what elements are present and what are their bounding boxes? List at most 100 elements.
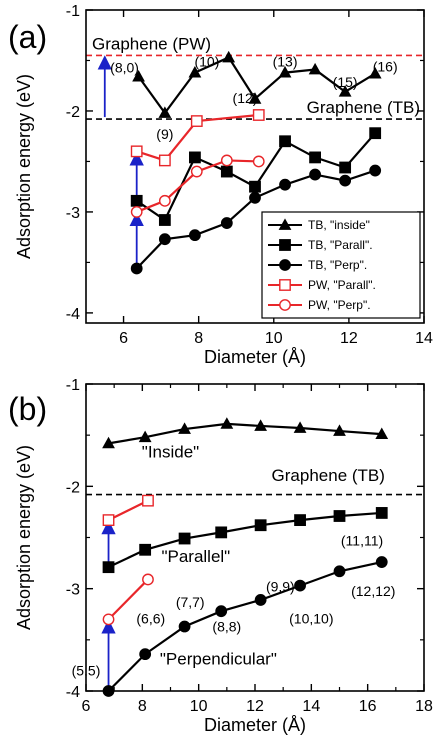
data-point <box>132 69 145 82</box>
data-point <box>139 648 152 661</box>
x-axis-title: Diameter (Å) <box>204 347 306 367</box>
data-point <box>102 514 115 527</box>
series-line <box>107 578 149 621</box>
annotation-label: (7,7) <box>176 594 205 610</box>
x-tick-label: 10 <box>265 330 283 347</box>
data-point <box>138 430 152 443</box>
chart-panel-a: (a) 6 8 10 12 14 -1 -2 -3 -4 Diameter (Å) Adsorptio… <box>8 3 433 367</box>
data-point <box>308 62 322 75</box>
data-point <box>215 605 228 618</box>
data-point <box>215 526 228 539</box>
y-tick-label: -4 <box>66 684 80 701</box>
annotation-label: (12,12) <box>351 583 395 599</box>
x-tick-label: 12 <box>340 330 358 347</box>
annotation-label: (15) <box>333 74 358 90</box>
data-point <box>294 579 306 592</box>
x-tick-label: 6 <box>119 330 128 347</box>
annotation-label: (8,8) <box>212 619 241 635</box>
reference-label-tb: Graphene (TB) <box>307 98 420 117</box>
data-point <box>189 151 201 164</box>
data-point <box>158 214 171 226</box>
y-tick-label: -3 <box>66 205 80 222</box>
y-tick-label: -2 <box>66 104 80 121</box>
y-tick-label: -4 <box>66 306 80 323</box>
data-point <box>375 427 389 440</box>
data-point <box>293 421 307 433</box>
legend-entry: PW, "Parall". <box>308 278 376 292</box>
x-tick-label: 8 <box>138 698 147 715</box>
x-axis-title: Diameter (Å) <box>204 715 306 735</box>
y-tick-label: -1 <box>66 3 80 20</box>
data-point <box>254 419 268 431</box>
series-line <box>136 132 377 222</box>
data-point <box>220 154 233 167</box>
annotation-label: (16) <box>373 59 398 75</box>
data-point <box>178 532 191 545</box>
annotation-label: (6,6) <box>136 610 165 626</box>
annotation-label: (9,9) <box>266 579 295 595</box>
data-point <box>375 556 388 568</box>
data-point <box>158 194 171 207</box>
x-tick-label: 16 <box>359 698 377 715</box>
series-line <box>107 560 382 692</box>
data-point <box>158 233 171 246</box>
panel-label: (a) <box>8 19 47 55</box>
annotation-label: "Inside" <box>142 443 199 462</box>
data-point <box>333 510 346 522</box>
annotation-label: (13) <box>273 54 298 70</box>
data-point <box>375 507 388 519</box>
data-point <box>279 135 291 148</box>
data-point <box>220 417 234 429</box>
annotation-label: (8,0) <box>110 60 139 76</box>
legend-marker <box>279 299 291 311</box>
data-point <box>139 543 152 556</box>
data-point <box>190 115 203 127</box>
data-point <box>252 155 265 168</box>
x-tick-label: 6 <box>82 698 91 715</box>
data-point <box>220 165 233 178</box>
legend-entry: TB, "Perp". <box>308 258 367 272</box>
data-point <box>102 613 115 626</box>
chart-panel-b: (b) 6 8 10 12 14 16 18 -1 -2 -3 -4 Diameter (Å) Adsor… <box>8 377 433 735</box>
data-point <box>130 206 143 218</box>
x-tick-label: 18 <box>415 698 433 715</box>
annotation-label: (10) <box>194 54 219 70</box>
annotation-label: Graphene (TB) <box>272 466 385 485</box>
annotation-label: (11,11) <box>341 533 383 549</box>
data-point <box>158 106 172 118</box>
data-point <box>254 519 267 532</box>
series-line <box>108 422 382 445</box>
x-tick-label: 14 <box>302 698 320 715</box>
data-point <box>178 620 191 633</box>
data-point <box>333 424 346 436</box>
legend-entry: TB, "inside" <box>308 218 370 232</box>
data-point <box>158 154 171 167</box>
data-point <box>248 92 262 104</box>
data-point <box>294 514 306 527</box>
data-point <box>220 217 233 229</box>
y-axis-title: Adsorption energy (eV) <box>14 445 34 630</box>
data-point <box>130 145 143 158</box>
y-tick-label: -1 <box>66 377 80 394</box>
data-point <box>339 174 352 187</box>
annotation-label: (9) <box>156 126 173 142</box>
data-point <box>338 85 352 97</box>
data-point <box>190 165 203 178</box>
annotation-label: (5,5) <box>72 663 101 679</box>
data-point <box>279 178 291 191</box>
x-tick-label: 10 <box>190 698 208 715</box>
data-point <box>252 109 265 121</box>
data-point <box>278 65 292 78</box>
series-line <box>108 499 149 522</box>
data-point <box>339 161 352 174</box>
annotation-label: (12) <box>233 90 258 106</box>
annotation-label: "Perpendicular" <box>160 649 277 668</box>
legend-marker <box>279 239 291 251</box>
data-point <box>178 422 191 434</box>
reference-label-pw: Graphene (PW) <box>92 34 211 53</box>
x-tick-label: 14 <box>415 330 433 347</box>
data-point <box>333 565 346 578</box>
data-point <box>254 594 267 606</box>
data-point <box>249 180 261 193</box>
